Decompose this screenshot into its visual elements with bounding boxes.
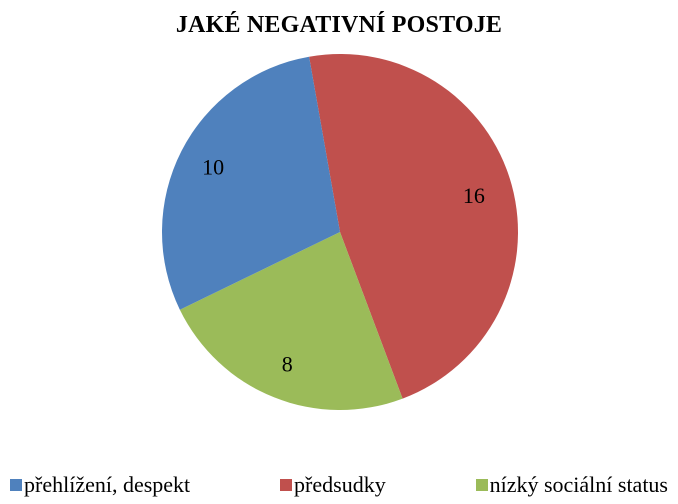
legend-label-nizky-status: nízký sociální status bbox=[489, 472, 668, 497]
legend-label-prehlizeni: přehlížení, despekt bbox=[24, 472, 191, 497]
legend-swatch-green bbox=[475, 479, 488, 491]
legend-swatch-blue bbox=[10, 479, 22, 491]
chart-title: JAKÉ NEGATIVNÍ POSTOJE bbox=[175, 12, 503, 38]
data-label-nizky-status: 8 bbox=[282, 352, 293, 377]
legend-swatch-red bbox=[280, 479, 293, 491]
legend-label-predsudky: předsudky bbox=[294, 472, 386, 497]
legend-item-nizky-status: nízký sociální status bbox=[475, 472, 668, 498]
legend-item-prehlizeni: přehlížení, despekt bbox=[10, 472, 190, 498]
data-label-prehlizeni: 10 bbox=[202, 155, 224, 180]
chart-legend: přehlížení, despekt předsudky nízký soci… bbox=[0, 472, 678, 498]
pie-slice-predsudky bbox=[309, 54, 518, 399]
pie-slice-nizky-status bbox=[179, 232, 403, 410]
pie-chart: 16 8 10 bbox=[162, 54, 518, 410]
data-label-predsudky: 16 bbox=[463, 183, 485, 208]
legend-item-predsudky: předsudky bbox=[280, 472, 386, 498]
pie-slice-prehlizeni bbox=[162, 56, 340, 310]
